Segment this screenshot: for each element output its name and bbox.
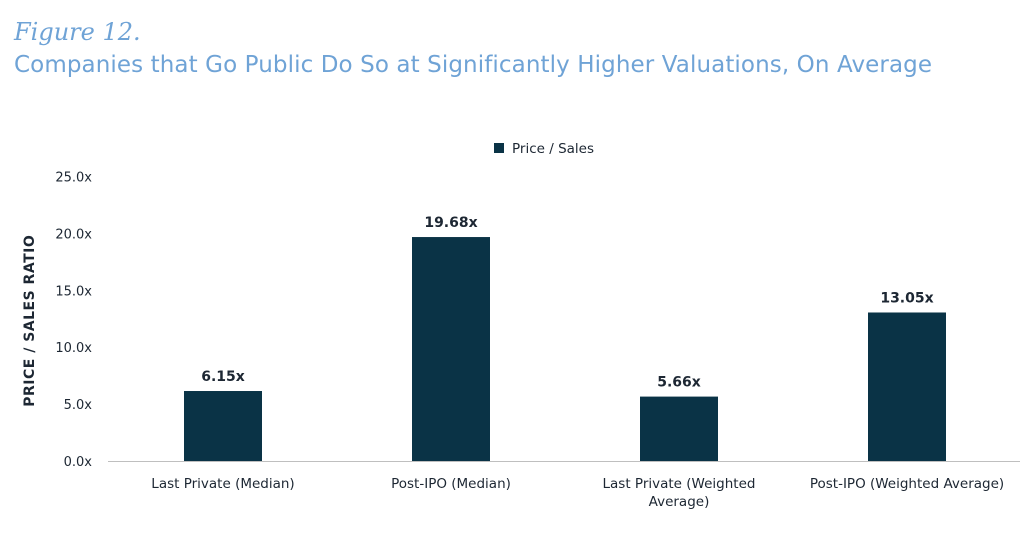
legend-swatch — [494, 143, 504, 153]
bar — [868, 312, 946, 461]
y-tick-label: 0.0x — [64, 455, 93, 470]
x-tick-label: Post-IPO (Weighted Average) — [810, 476, 1004, 492]
legend-label: Price / Sales — [512, 141, 594, 157]
data-label: 6.15x — [201, 369, 245, 385]
y-tick-label: 25.0x — [55, 171, 92, 186]
y-tick-label: 10.0x — [55, 341, 92, 356]
y-tick-label: 20.0x — [55, 227, 92, 242]
data-label: 13.05x — [880, 290, 933, 306]
y-axis-label: PRICE / SALES RATIO — [22, 235, 38, 407]
figure-label: Figure 12. — [14, 18, 141, 46]
bar — [640, 396, 718, 461]
x-tick-label: Last Private (Median) — [151, 476, 294, 492]
data-label: 5.66x — [657, 375, 701, 391]
y-tick-label: 15.0x — [55, 284, 92, 299]
data-label: 19.68x — [424, 215, 477, 231]
bar — [184, 391, 262, 461]
legend: Price / Sales — [494, 141, 594, 157]
y-tick-label: 5.0x — [64, 398, 93, 413]
bar — [412, 237, 490, 461]
chart-title: Companies that Go Public Do So at Signif… — [14, 52, 933, 78]
x-tick-label: Last Private (Weighted Average) — [603, 476, 756, 510]
x-tick-label: Post-IPO (Median) — [391, 476, 511, 492]
